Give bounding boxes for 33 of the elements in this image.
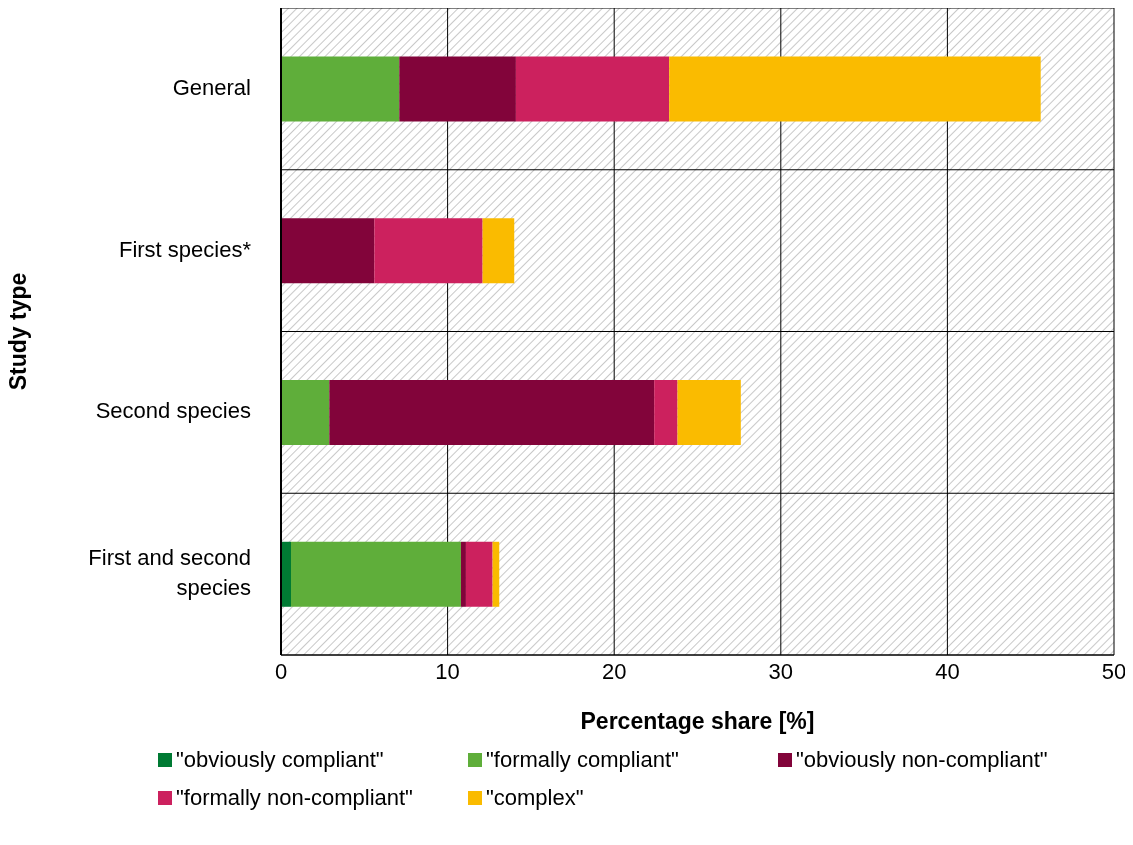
x-tick-label: 40: [935, 658, 960, 684]
legend-label: "complex": [486, 785, 584, 811]
x-tick-label: 20: [601, 658, 627, 684]
bar: [515, 56, 670, 122]
bar: [492, 541, 500, 607]
legend-label: "formally non-compliant": [176, 785, 413, 811]
x-tick-label: 30: [768, 658, 794, 684]
bar: [460, 541, 466, 607]
bar: [281, 56, 400, 122]
bar: [654, 380, 678, 446]
x-tick-label: 0: [274, 658, 288, 684]
y-axis-title: Study type: [5, 272, 32, 391]
bar: [281, 380, 330, 446]
y-tick-label: General: [172, 74, 251, 100]
bar: [482, 218, 515, 284]
bar: [329, 380, 655, 446]
bar: [677, 380, 741, 446]
y-tick-label: First and second species: [88, 544, 251, 600]
y-tick-label: First species*: [118, 236, 252, 262]
bar: [669, 56, 1041, 122]
y-tick-label: Second species: [95, 398, 251, 424]
bar: [465, 541, 493, 607]
legend-label: "formally compliant": [486, 747, 679, 773]
bar: [374, 218, 483, 284]
x-axis-title: Percentage share [%]: [580, 708, 815, 734]
bar: [291, 541, 461, 607]
bar: [281, 541, 291, 607]
x-tick-label: 50: [1101, 658, 1127, 684]
legend-label: "obviously non-compliant": [796, 747, 1048, 773]
x-tick-label: 10: [435, 658, 460, 684]
bar: [399, 56, 516, 122]
bar: [281, 218, 375, 284]
legend-label: "obviously compliant": [176, 747, 384, 773]
